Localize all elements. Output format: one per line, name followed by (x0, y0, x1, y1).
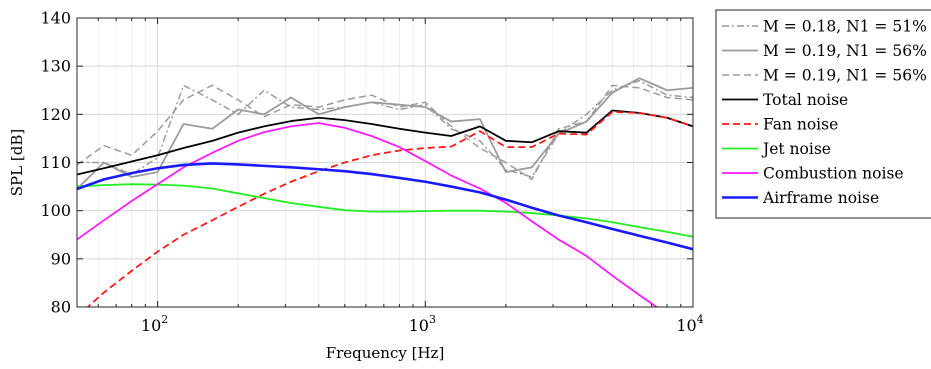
x-tick-label: 103 (409, 313, 436, 335)
series-line-8 (77, 162, 693, 251)
y-tick-label: 80 (51, 298, 71, 317)
x-tick-labels: 102 103 104 (141, 313, 704, 335)
legend-label: M = 0.19, N1 = 56% (763, 67, 927, 85)
y-tick-label: 140 (40, 9, 71, 28)
y-tick-label: 130 (40, 57, 71, 76)
x-tick-label: 102 (141, 313, 168, 335)
legend-label: M = 0.19, N1 = 56% (763, 42, 927, 60)
series-line-7 (77, 122, 659, 307)
series-line-3 (77, 84, 693, 181)
series-line-2 (77, 77, 693, 190)
y-tick-label: 100 (40, 201, 71, 220)
legend-label: Airframe noise (762, 189, 879, 207)
series-line-1 (77, 79, 693, 178)
legend-label: Total noise (763, 91, 848, 109)
y-axis-label: SPL [dB] (8, 129, 26, 196)
y-tick-labels: 80 90 100 110 120 130 140 (40, 9, 71, 317)
x-axis-label: Frequency [Hz] (326, 344, 445, 362)
y-tick-label: 110 (40, 153, 71, 172)
y-tick-label: 90 (51, 249, 71, 268)
series-line-4 (77, 109, 693, 176)
legend-box (715, 9, 931, 219)
series-layer (77, 77, 693, 307)
legend-label: Fan noise (763, 116, 838, 134)
x-tick-label: 104 (676, 313, 703, 335)
series-line-5 (86, 111, 693, 307)
axis-ticks (76, 17, 694, 308)
legend-label: Jet noise (761, 140, 831, 158)
y-tick-label: 120 (40, 105, 71, 124)
legend-label: Combustion noise (763, 165, 904, 183)
grid (77, 18, 693, 307)
legend: M = 0.18, N1 = 51% M = 0.19, N1 = 56% M = … (715, 9, 931, 219)
series-line-6 (77, 183, 693, 238)
legend-label: M = 0.18, N1 = 51% (763, 18, 927, 36)
